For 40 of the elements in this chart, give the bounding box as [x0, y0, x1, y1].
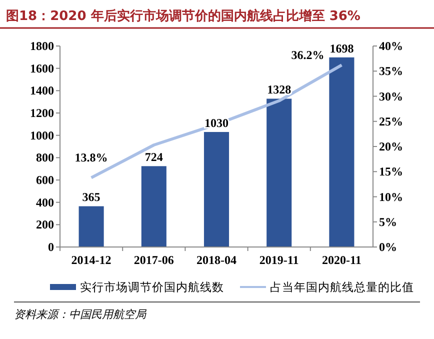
chart-title: 图18：2020 年后实行市场调节价的国内航线占比增至 36%: [6, 8, 360, 24]
y-tick-label: 1000: [30, 128, 54, 142]
y-tick-label: 1200: [30, 106, 54, 120]
data-label: 13.8%: [74, 150, 108, 165]
x-tick-label: 2014-12: [71, 253, 112, 267]
bar: [266, 98, 292, 247]
data-label: 1328: [267, 82, 292, 97]
y2-tick-label: 10%: [379, 190, 403, 204]
bar: [329, 57, 354, 247]
y2-tick-label: 0%: [379, 240, 397, 254]
y-tick-label: 1400: [30, 84, 54, 98]
bar: [204, 132, 230, 247]
y-tick-label: 1600: [30, 61, 54, 76]
y2-tick-label: 40%: [379, 39, 403, 53]
y-tick-label: 800: [36, 150, 54, 165]
x-tick-label: 2017-06: [134, 253, 174, 267]
y-tick-label: 200: [36, 218, 54, 232]
y-tick-label: 600: [36, 173, 54, 187]
legend-label: 占当年国内航线总量的比值: [270, 280, 414, 294]
y2-tick-label: 15%: [379, 164, 403, 179]
y2-tick-label: 35%: [379, 64, 403, 78]
bar: [141, 166, 166, 247]
bar: [78, 206, 104, 247]
y2-tick-label: 5%: [379, 214, 397, 229]
data-label: 365: [82, 190, 100, 204]
y2-tick-label: 20%: [379, 140, 403, 154]
x-tick-label: 2019-11: [259, 253, 299, 267]
x-tick-label: 2020-11: [322, 253, 362, 267]
text: 资料来源：中国民用航空局: [14, 308, 147, 321]
legend-label: 实行市场调节价国内航线数: [80, 280, 224, 294]
data-label: 724: [144, 150, 163, 164]
data-label: 1698: [330, 41, 354, 56]
y2-tick-label: 30%: [379, 89, 403, 104]
y-tick-label: 0: [48, 240, 54, 254]
data-label: 36.2%: [291, 48, 324, 62]
y2-tick-label: 25%: [379, 114, 403, 128]
y-tick-label: 1800: [30, 39, 54, 53]
x-tick-label: 2018-04: [196, 253, 236, 267]
y-tick-label: 400: [36, 195, 54, 210]
data-label: 1030: [204, 116, 228, 130]
